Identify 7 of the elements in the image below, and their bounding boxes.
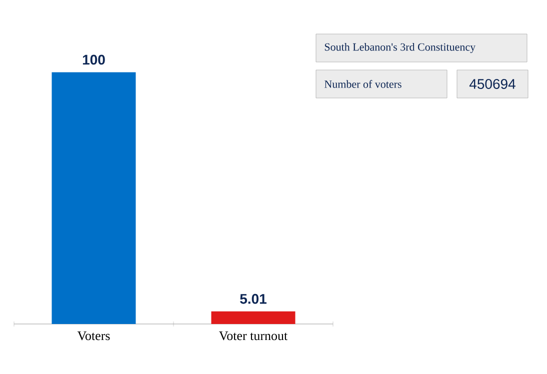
data-label: 5.01 [240,294,266,304]
x-tick-label: Voter turnout [219,332,288,340]
annotation: Number of voters [324,80,402,88]
data-label: 100 [82,54,105,65]
x-tick-label: Voters [77,332,110,340]
text: South Lebanon's 3rd Constituency [324,43,476,53]
text: 450694 [469,79,516,89]
